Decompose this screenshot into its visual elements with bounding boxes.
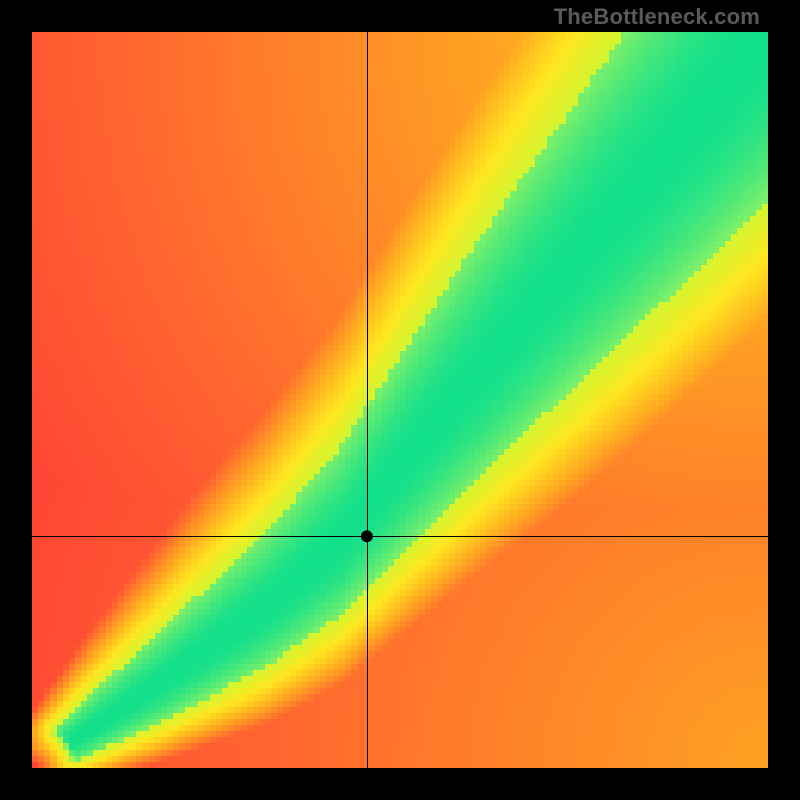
- watermark-text: TheBottleneck.com: [554, 4, 760, 30]
- heatmap-canvas: [32, 32, 768, 768]
- plot-area: [32, 32, 768, 768]
- chart-container: TheBottleneck.com: [0, 0, 800, 800]
